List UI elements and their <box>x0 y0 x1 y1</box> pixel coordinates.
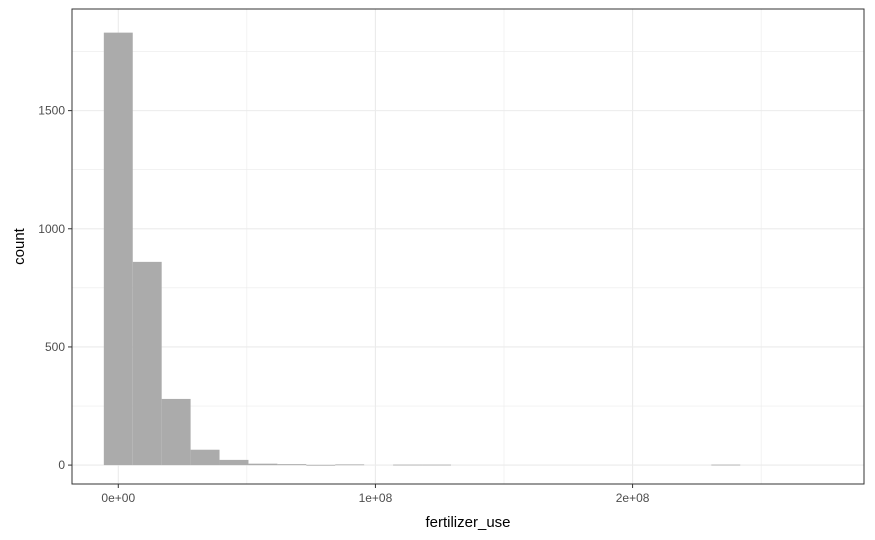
x-axis-title: fertilizer_use <box>425 514 510 531</box>
histogram-bar <box>161 398 191 466</box>
y-axis-ticks: 0 500 1000 1500 <box>38 104 72 472</box>
histogram-bar <box>248 463 278 466</box>
histogram-bar <box>190 449 220 466</box>
histogram-bar <box>219 459 249 466</box>
histogram-bar <box>335 464 365 466</box>
histogram-bar <box>422 464 451 466</box>
histogram-bar <box>393 464 423 466</box>
x-tick-label: 1e+08 <box>359 491 393 505</box>
histogram-bar <box>103 32 133 466</box>
histogram-bar <box>132 261 162 466</box>
y-axis-title: count <box>11 227 28 265</box>
major-gridlines <box>72 9 864 484</box>
y-tick-label: 0 <box>58 458 65 472</box>
x-axis-ticks: 0e+00 1e+08 2e+08 <box>101 484 650 505</box>
y-tick-label: 1500 <box>38 104 65 118</box>
x-tick-label: 0e+00 <box>101 491 135 505</box>
histogram-bar <box>711 464 741 466</box>
y-tick-label: 500 <box>45 340 65 354</box>
histogram-bars <box>103 32 741 466</box>
panel-border <box>71 8 865 485</box>
histogram-bar <box>306 464 336 466</box>
histogram-bar <box>277 464 307 466</box>
x-tick-label: 2e+08 <box>616 491 650 505</box>
minor-gridlines <box>72 9 864 484</box>
y-tick-label: 1000 <box>38 222 65 236</box>
